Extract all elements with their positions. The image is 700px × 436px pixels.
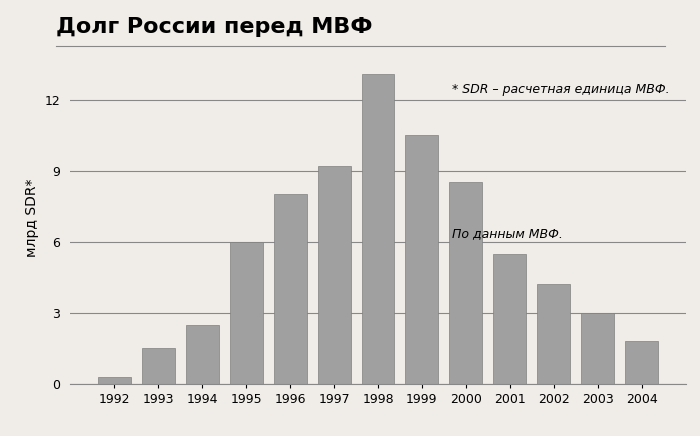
Bar: [98, 377, 131, 384]
Bar: [625, 341, 658, 384]
Bar: [230, 242, 262, 384]
Y-axis label: млрд SDR*: млрд SDR*: [25, 179, 39, 257]
Bar: [405, 135, 438, 384]
Bar: [142, 348, 175, 384]
Bar: [318, 166, 351, 384]
Bar: [581, 313, 614, 384]
Text: * SDR – расчетная единица МВФ.: * SDR – расчетная единица МВФ.: [452, 82, 669, 95]
Bar: [361, 74, 395, 384]
Text: Долг России перед МВФ: Долг России перед МВФ: [56, 17, 372, 37]
Bar: [274, 194, 307, 384]
Bar: [537, 284, 570, 384]
Bar: [449, 183, 482, 384]
Text: По данным МВФ.: По данным МВФ.: [452, 227, 563, 240]
Bar: [494, 253, 526, 384]
Bar: [186, 324, 219, 384]
